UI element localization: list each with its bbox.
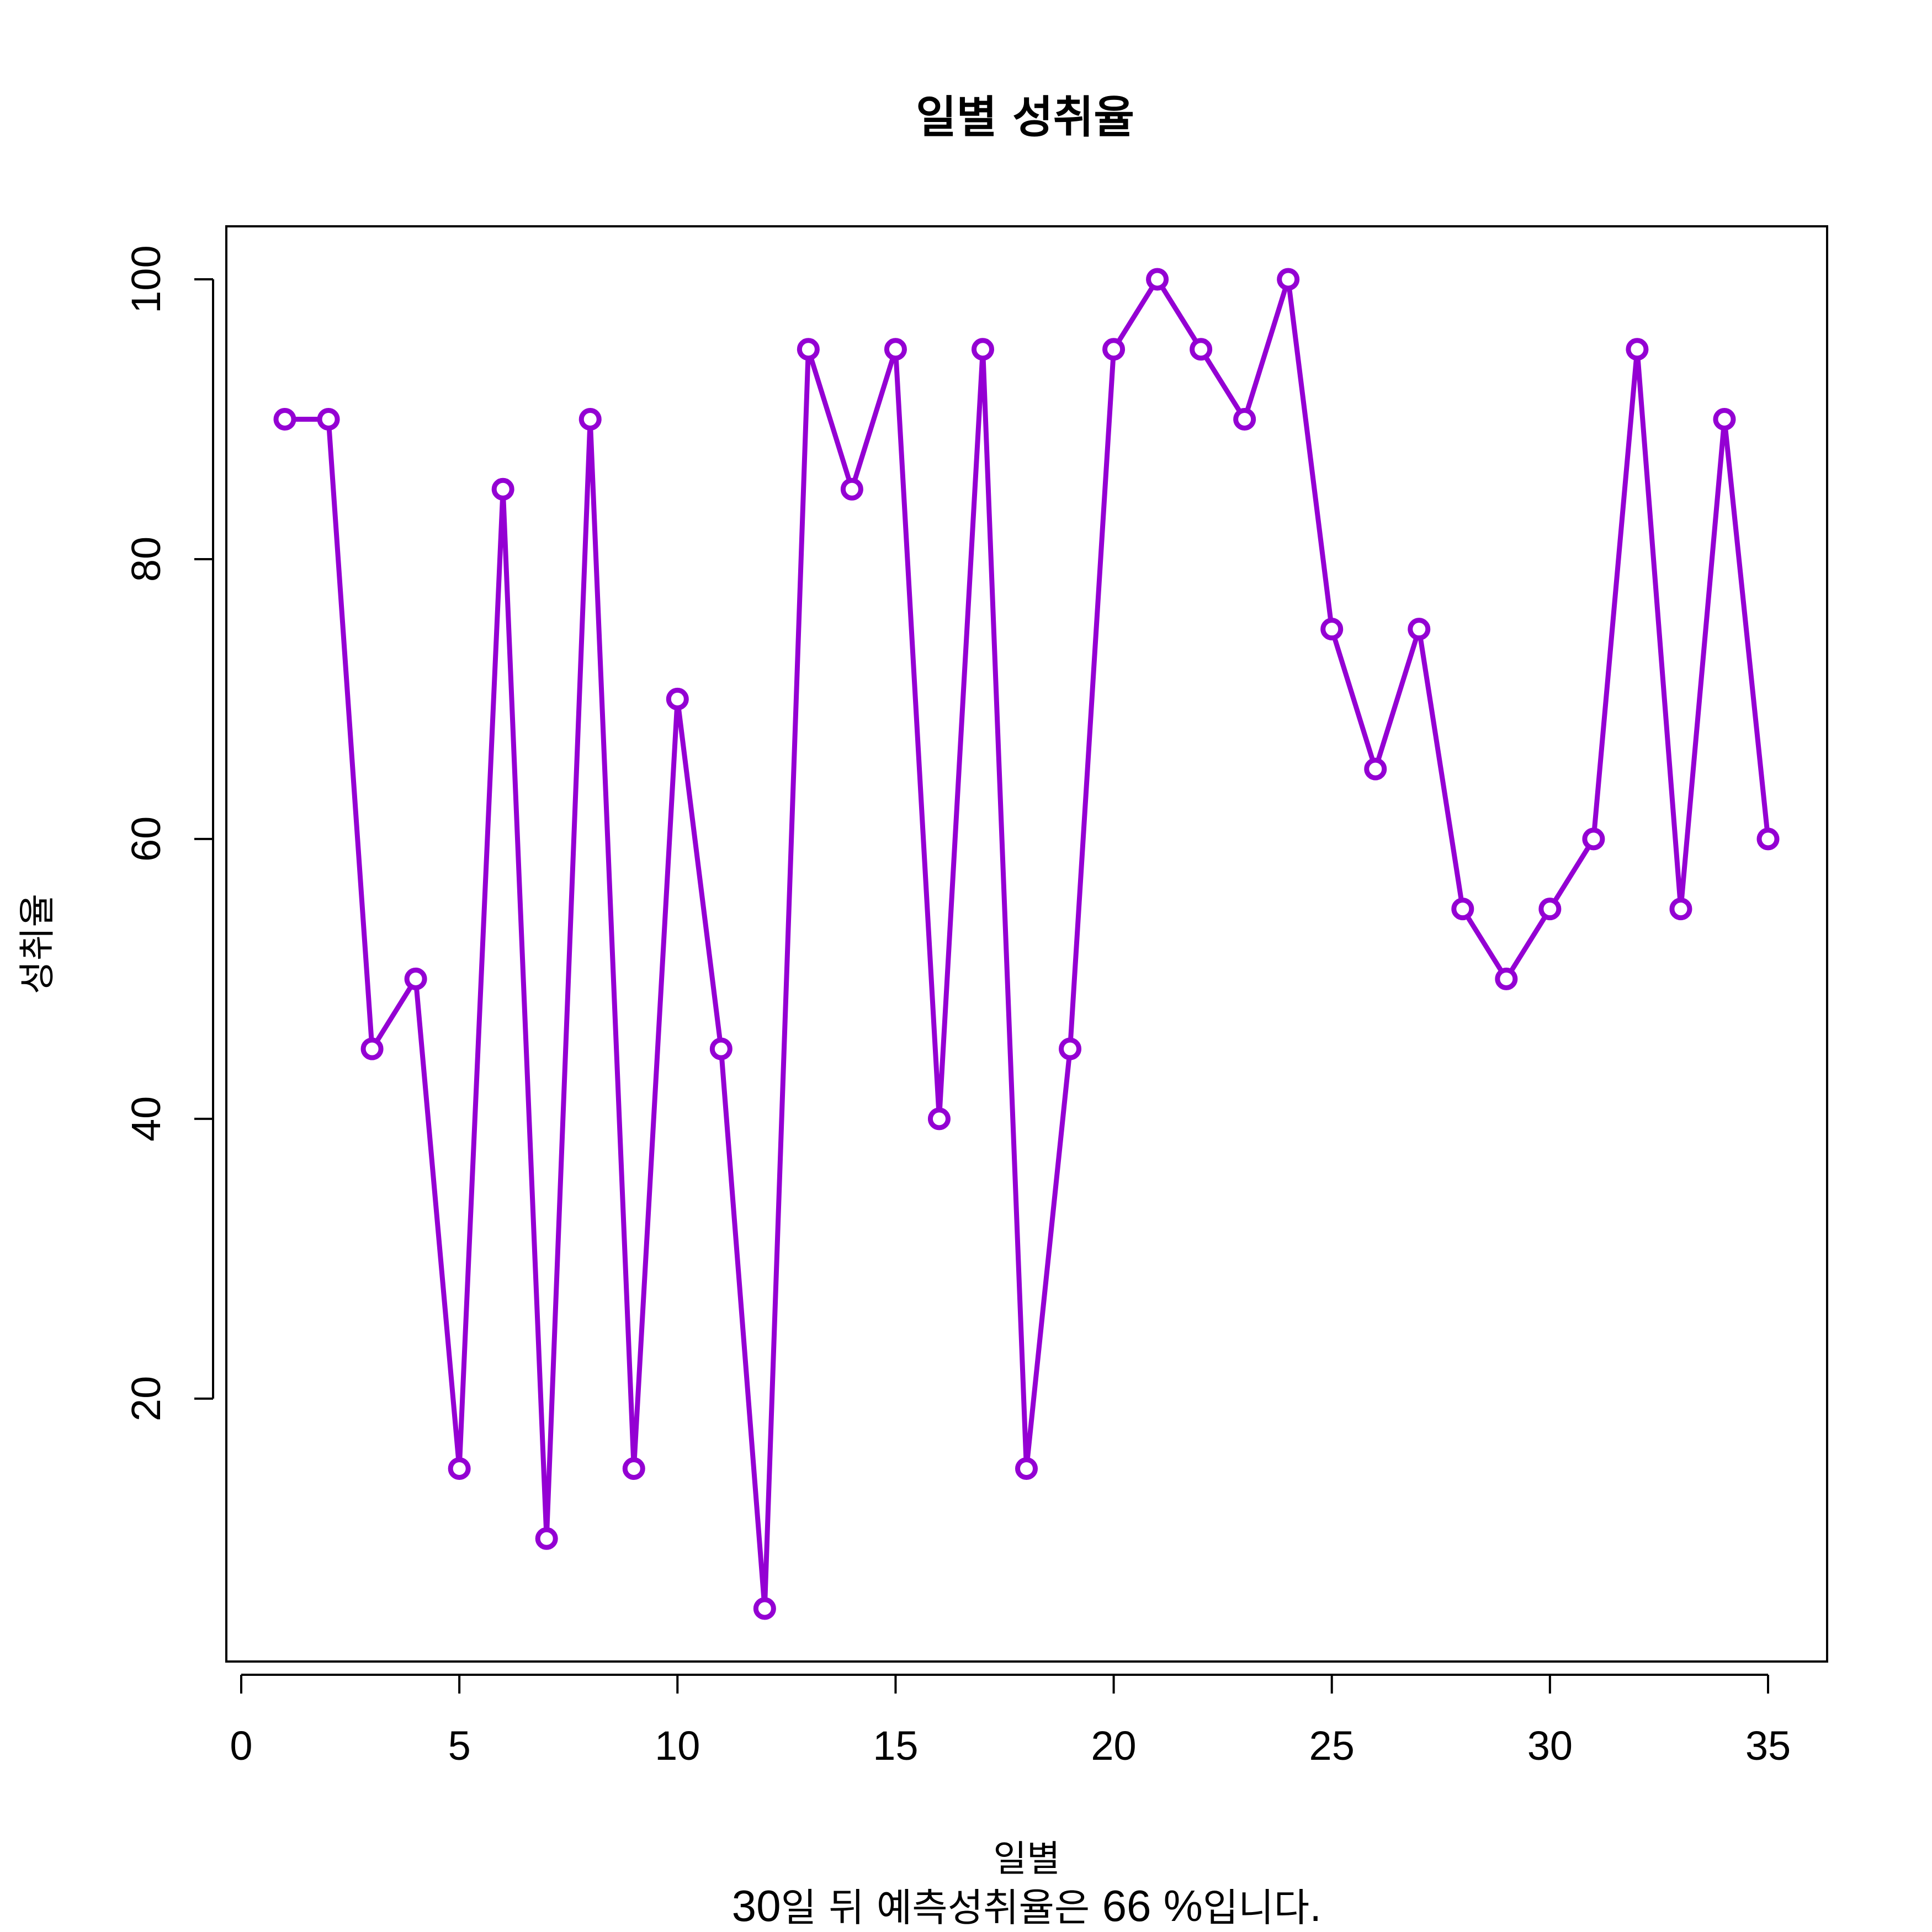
y-axis-label: 성취율 <box>16 894 59 994</box>
x-tick-label: 25 <box>1309 1723 1355 1769</box>
data-point <box>1756 827 1780 851</box>
data-point <box>797 338 820 361</box>
x-tick-label: 20 <box>1091 1723 1136 1769</box>
plot-frame <box>225 225 1828 1663</box>
caption-part1: 일 뒤 예측성취율은 <box>781 1885 1102 1930</box>
data-point <box>1277 268 1300 291</box>
series-line <box>285 277 1771 1611</box>
data-point <box>971 338 994 361</box>
data-point <box>578 407 602 431</box>
data-point <box>1626 338 1649 361</box>
data-point <box>273 407 296 431</box>
x-axis-label: 일별 <box>993 1838 1060 1880</box>
data-point <box>1495 967 1518 990</box>
data-point <box>1408 618 1431 641</box>
data-point <box>1538 898 1562 921</box>
data-point <box>535 1527 558 1550</box>
data-point <box>317 407 340 431</box>
data-point <box>1713 407 1736 431</box>
data-point <box>666 687 689 710</box>
data-point <box>1364 757 1387 781</box>
y-tick-label: 60 <box>123 816 169 862</box>
data-point <box>404 967 427 990</box>
caption-days: 30 <box>732 1881 781 1930</box>
data-series <box>273 268 1780 1620</box>
caption-part3: 입니다. <box>1203 1885 1321 1930</box>
data-point <box>1059 1037 1082 1060</box>
data-point <box>360 1037 384 1060</box>
data-point <box>753 1597 776 1620</box>
data-point <box>840 477 863 501</box>
data-point <box>884 338 907 361</box>
data-point <box>448 1457 471 1480</box>
data-point <box>1102 338 1126 361</box>
x-axis: 0 5 10 15 20 25 30 35 <box>230 1674 1791 1769</box>
data-point <box>491 477 514 501</box>
data-point <box>1015 1457 1038 1480</box>
y-tick-label: 80 <box>123 537 169 582</box>
data-point <box>1320 618 1344 641</box>
x-tick-label: 15 <box>873 1723 918 1769</box>
data-point <box>927 1107 951 1130</box>
data-point <box>1146 268 1169 291</box>
x-tick-label: 5 <box>448 1723 471 1769</box>
data-point <box>1582 827 1605 851</box>
y-tick-label: 40 <box>123 1096 169 1142</box>
data-point <box>709 1037 733 1060</box>
caption-value: 66 <box>1102 1881 1151 1930</box>
data-point <box>622 1457 645 1480</box>
caption-percent: % <box>1151 1881 1203 1930</box>
data-point <box>1451 898 1474 921</box>
prediction-caption: 30일 뒤 예측성취율은 66 %입니다. <box>732 1881 1322 1930</box>
data-point <box>1190 338 1213 361</box>
data-point <box>1233 407 1256 431</box>
x-tick-label: 10 <box>655 1723 700 1769</box>
chart-title: 일별 성취율 <box>916 92 1134 143</box>
y-axis: 20 40 60 80 100 <box>123 245 214 1421</box>
data-point <box>1669 898 1692 921</box>
x-tick-label: 0 <box>230 1723 252 1769</box>
x-tick-label: 35 <box>1745 1723 1791 1769</box>
y-tick-label: 100 <box>123 245 169 313</box>
y-tick-label: 20 <box>123 1376 169 1421</box>
x-tick-label: 30 <box>1527 1723 1573 1769</box>
